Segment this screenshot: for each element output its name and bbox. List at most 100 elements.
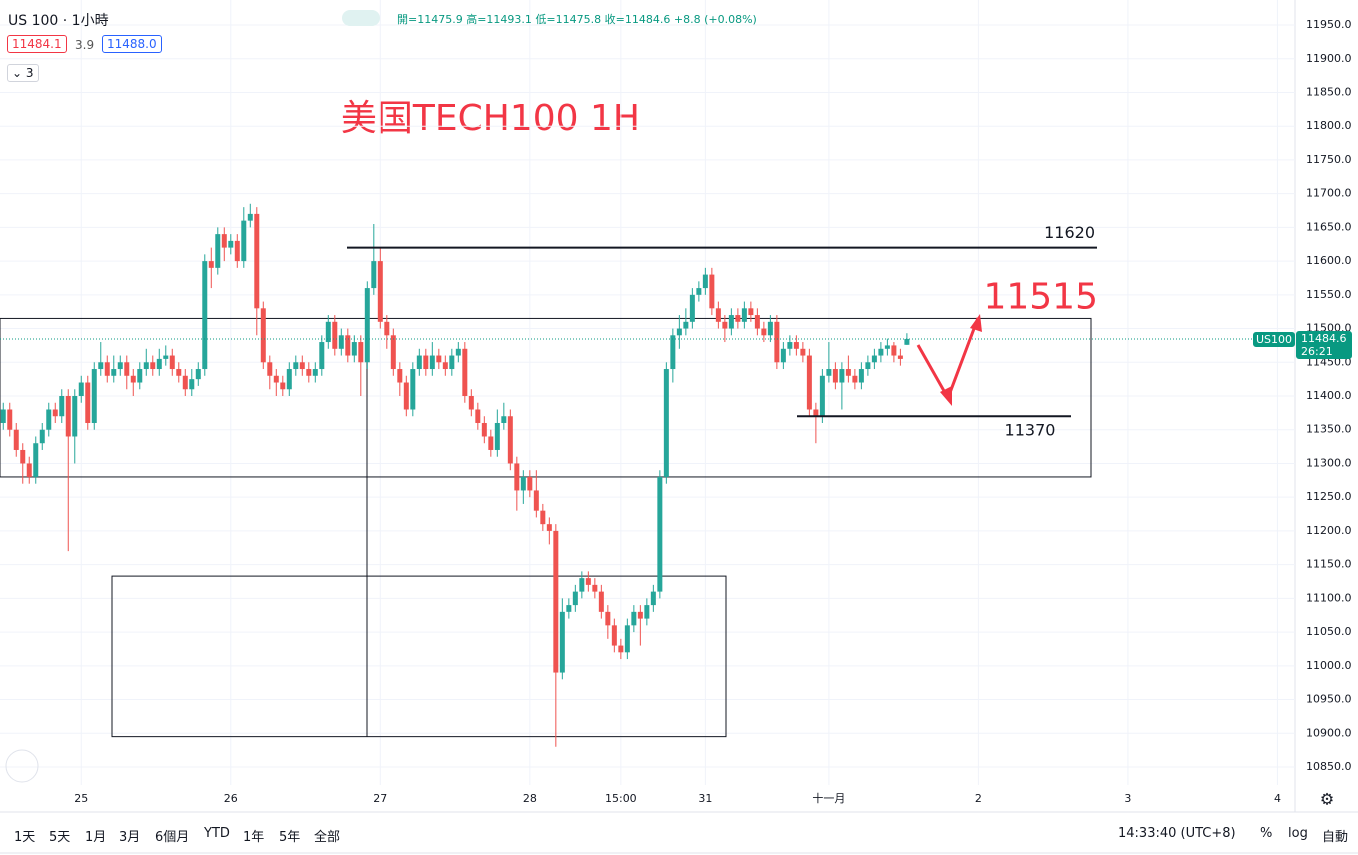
candle-body [247,213,253,221]
candle-body [312,369,318,376]
candle-body [611,625,617,646]
candle-body [98,362,104,370]
y-tick-label: 11000.0 [1306,659,1352,672]
candle-body [241,220,247,262]
candle-body [637,611,643,619]
candle-body [39,429,45,444]
candle-body [865,362,871,370]
y-tick-label: 11250.0 [1306,490,1352,503]
candle-body [800,348,806,356]
candle-body [514,463,520,491]
candle-body [897,355,903,359]
candle-body [559,611,565,673]
candle-body [403,382,409,410]
candle-body [267,362,273,376]
range-button[interactable]: 1月 [85,830,107,845]
candle-body [728,315,734,329]
candle-body [143,362,149,370]
range-button[interactable]: 1天 [14,830,36,845]
price-tag: 11484.6 26:21 [1296,331,1352,359]
x-tick-label: 27 [373,792,387,805]
range-button[interactable]: 6個月 [155,830,190,845]
candle-body [540,510,546,525]
candle-body [748,308,754,316]
x-tick-label: 26 [224,792,238,805]
candle-body [299,362,305,370]
log-toggle[interactable]: log [1288,826,1308,841]
candle-body [553,530,559,673]
candle-body [358,342,364,363]
candle-body [104,362,110,376]
candle-body [410,369,416,410]
candle-body [436,355,442,363]
candle-body [7,409,13,430]
candle-body [566,605,572,612]
candle-body [592,584,598,592]
candle-body [663,369,669,477]
candle-body [709,274,715,309]
x-tick-label: 25 [74,792,88,805]
candle-body [260,308,266,363]
candle-body [787,342,793,349]
candle-body [793,342,799,349]
auto-toggle[interactable]: 自動 [1322,830,1349,845]
range-button[interactable]: YTD [204,826,230,841]
candle-body [696,288,702,295]
x-tick-label: 3 [1124,792,1131,805]
x-tick-label: 31 [698,792,712,805]
candle-body [527,476,533,491]
candle-body [689,294,695,322]
ohlc-open: 開=11475.9 [397,13,463,26]
arrow-head [970,314,982,332]
candle-body [683,321,689,329]
candle-body [26,463,32,477]
y-tick-label: 10950.0 [1306,693,1352,706]
range-button[interactable]: 3月 [119,830,141,845]
y-tick-label: 11700.0 [1306,187,1352,200]
candle-body [65,396,71,437]
candle-body [176,369,182,376]
candle-body [657,476,663,592]
candle-body [52,409,58,417]
range-button[interactable]: 1年 [243,830,265,845]
candle-body [111,369,117,376]
candle-body [208,261,214,268]
candle-body [449,355,455,370]
range-button[interactable]: 5天 [49,830,71,845]
candle-body [488,436,494,450]
ohlc-low: 低=11475.8 [535,13,602,26]
candle-body [605,611,611,626]
candle-body [624,625,630,653]
candle-body [741,308,747,322]
candle-body [780,348,786,363]
bid[interactable]: 11484.1 [7,35,67,53]
ohlc: 開=11475.9 高=11493.1 低=11475.8 收=11484.6 … [397,11,757,27]
candle-body [189,379,195,390]
spread: 3.9 [75,38,95,52]
range-button[interactable]: 5年 [279,830,301,845]
y-tick-label: 11150.0 [1306,558,1352,571]
range-button[interactable]: 全部 [314,830,341,845]
percent-toggle[interactable]: % [1260,826,1273,841]
x-tick-label: 28 [523,792,537,805]
y-tick-label: 11850.0 [1306,85,1352,98]
candle-body [761,328,767,336]
candle-body [423,355,429,370]
candle-body [169,355,175,370]
candle-body [130,375,136,383]
candle-body [715,308,721,322]
symbol[interactable]: US 100 · 1小時 [8,13,109,29]
candle-body [91,369,97,423]
candle-body [377,261,383,322]
candle-body [234,240,240,262]
ask[interactable]: 11488.0 [102,35,162,53]
candle-body [416,355,422,370]
candle-body [273,375,279,383]
y-tick-label: 11800.0 [1306,119,1352,132]
chart-title: 美国TECH100 1H [341,98,640,139]
indicators-toggle[interactable]: ⌄ 3 [7,64,39,82]
candle-body [338,335,344,349]
candle-body [455,348,461,356]
candle-body [845,369,851,376]
